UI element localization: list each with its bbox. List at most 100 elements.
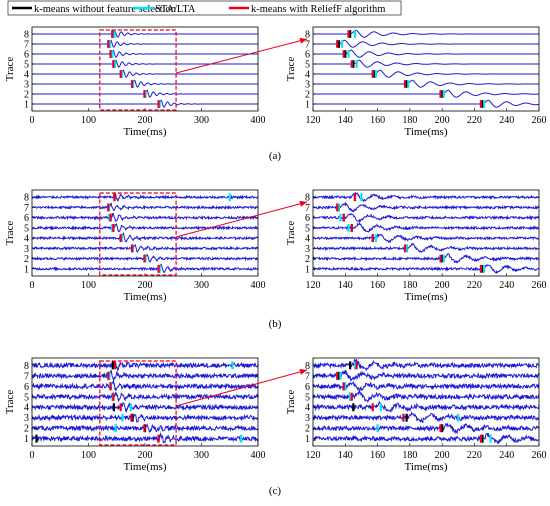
y-tick-label: 8 <box>305 361 310 372</box>
pick-relieff-trace-4 <box>119 234 122 243</box>
y-tick-label: 8 <box>305 193 310 204</box>
trace-2 <box>312 422 540 435</box>
pick-stalta-trace-5 <box>347 223 350 232</box>
pick-stalta-trace-3 <box>407 80 410 88</box>
pick-stalta-trace-3 <box>121 413 124 422</box>
pick-relieff-trace-6 <box>109 213 112 222</box>
pick-stalta-trace-7 <box>340 40 344 48</box>
zoom-box <box>99 29 177 111</box>
trace-5 <box>31 391 259 403</box>
pick-stalta-trace-4 <box>120 234 123 243</box>
pick-relieff-trace-1 <box>157 434 160 443</box>
pick-relieff-trace-4 <box>371 70 374 78</box>
y-tick-label: 7 <box>24 40 29 51</box>
y-tick-label: 3 <box>24 413 29 424</box>
x-tick-label: 200 <box>138 450 153 461</box>
pick-kmeans-trace-7 <box>337 371 340 380</box>
y-axis-label: Trace <box>285 221 297 246</box>
x-tick-label: 160 <box>370 280 385 291</box>
y-tick-label: 6 <box>305 50 310 61</box>
pick-stalta-trace-6 <box>108 213 111 222</box>
x-tick-label: 300 <box>194 115 209 126</box>
pick-stalta-trace-8 <box>353 30 357 38</box>
x-tick-label: 260 <box>532 115 547 126</box>
y-tick-label: 8 <box>24 361 29 372</box>
pick-relieff-trace-1 <box>157 264 160 273</box>
trace-1 <box>312 432 540 445</box>
pick-relieff-trace-4 <box>371 234 374 243</box>
x-tick-label: 200 <box>435 115 450 126</box>
y-tick-label: 4 <box>305 403 310 414</box>
y-tick-label: 3 <box>305 244 310 255</box>
zoom-arrow-head <box>299 37 307 44</box>
trace-1 <box>312 264 540 274</box>
x-tick-label: 400 <box>251 115 266 126</box>
pick-kmeans-trace-3 <box>131 413 134 422</box>
trace-7 <box>313 39 539 48</box>
pick-stalta-trace-1 <box>158 100 161 108</box>
y-tick-label: 2 <box>305 424 310 435</box>
y-tick-label: 5 <box>305 223 310 234</box>
pick-stalta-trace-7 <box>108 40 112 48</box>
pick-stalta-trace-8 <box>360 193 363 202</box>
pick-stalta-trace-1 <box>483 264 486 273</box>
trace-6 <box>32 49 258 58</box>
pick-stalta-trace-5 <box>113 60 117 68</box>
pick-stalta-trace-1 <box>483 100 486 108</box>
pick-relieff-trace-2 <box>439 90 442 98</box>
pick-relieff-trace-1 <box>479 100 482 108</box>
y-tick-label: 5 <box>24 60 29 71</box>
axes-frame <box>312 357 540 447</box>
axes-frame <box>31 189 259 277</box>
y-tick-label: 6 <box>24 50 29 61</box>
pick-stalta-trace-1 <box>489 434 492 443</box>
trace-6 <box>312 213 540 224</box>
pick-stalta-trace-3 <box>457 413 460 422</box>
trace-8 <box>313 29 539 38</box>
pick-stalta-trace-4 <box>374 70 378 78</box>
trace-5 <box>313 59 539 68</box>
x-tick-label: 240 <box>499 115 514 126</box>
pick-stalta-trace-7 <box>108 371 111 380</box>
pick-kmeans-trace-2 <box>441 90 444 98</box>
pick-relieff-trace-3 <box>403 80 407 88</box>
trace-1 <box>313 99 540 108</box>
axes-frame <box>312 189 540 277</box>
trace-8 <box>31 361 259 371</box>
pick-kmeans-trace-7 <box>337 40 340 48</box>
pick-stalta-trace-8 <box>231 361 234 370</box>
y-tick-label: 1 <box>305 100 310 111</box>
trace-8 <box>312 358 540 372</box>
x-tick-label: 260 <box>532 280 547 291</box>
pick-relieff-trace-7 <box>107 371 110 380</box>
axes-frame <box>31 26 259 112</box>
trace-3 <box>312 242 540 254</box>
pick-kmeans-trace-1 <box>481 434 484 443</box>
pick-kmeans-trace-4 <box>373 70 376 78</box>
y-axis-label: Trace <box>4 390 16 415</box>
x-tick-label: 180 <box>402 115 417 126</box>
x-tick-label: 400 <box>251 450 266 461</box>
pick-stalta-trace-6 <box>111 50 114 58</box>
x-tick-label: 400 <box>251 280 266 291</box>
trace-6 <box>313 49 539 58</box>
pick-relieff-trace-7 <box>336 40 339 48</box>
x-tick-label: 0 <box>30 450 35 461</box>
trace-3 <box>32 79 258 88</box>
x-tick-label: 140 <box>338 450 353 461</box>
pick-relieff-trace-3 <box>402 413 405 422</box>
pick-stalta-trace-8 <box>113 30 116 38</box>
pick-relieff-trace-6 <box>109 50 112 58</box>
y-tick-label: 4 <box>305 70 310 81</box>
pick-relieff-trace-2 <box>143 254 146 263</box>
zoom-box <box>99 360 177 446</box>
trace-5 <box>32 59 258 68</box>
pick-relieff-trace-8 <box>355 361 358 370</box>
y-tick-label: 4 <box>24 403 29 414</box>
x-tick-label: 0 <box>30 115 35 126</box>
x-tick-label: 220 <box>467 450 482 461</box>
pick-kmeans-trace-2 <box>441 254 444 263</box>
pick-relieff-trace-5 <box>350 392 353 401</box>
pick-relieff-trace-7 <box>107 40 110 48</box>
